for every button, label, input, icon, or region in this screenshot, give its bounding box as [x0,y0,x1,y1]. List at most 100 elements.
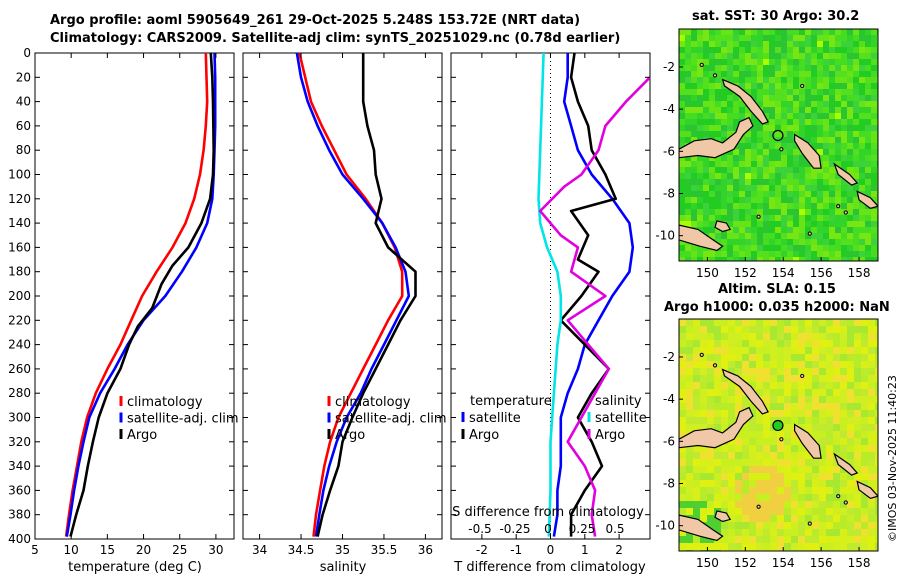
map-cell [798,529,806,537]
map-cell [798,340,806,348]
map-cell [805,215,812,222]
map-cell [793,221,800,228]
map-cell [686,354,694,362]
map-cell [865,221,872,228]
map-cell [835,29,842,36]
map-cell [728,515,736,523]
map-cell [805,522,813,530]
map-cell [775,113,782,120]
map-cell [700,347,708,355]
map-cell [721,319,729,327]
map-cell [727,185,734,192]
map-cell [721,209,728,216]
map-cell [745,257,752,261]
map-cell [763,417,771,425]
map-cell [703,83,710,90]
map-cell [847,245,854,252]
map-cell [781,155,788,162]
map-cell [749,487,757,495]
map-cell [775,41,782,48]
map-cell [709,83,716,90]
map-cell [799,203,806,210]
map-cell [781,251,788,258]
map-cell [703,197,710,204]
map-cell [819,536,827,544]
map-y-tick-label: -10 [655,519,675,533]
map-cell [709,185,716,192]
map-cell [703,215,710,222]
map-cell [793,185,800,192]
map-cell [829,161,836,168]
map-cell [721,59,728,66]
map-cell [691,215,698,222]
map-cell [777,368,785,376]
map-cell [847,361,855,369]
map-cell [847,480,855,488]
map-cell [847,515,855,523]
map-cell [757,89,764,96]
map-cell [707,326,715,334]
map-cell [833,340,841,348]
map-cell [823,89,830,96]
map-cell [841,65,848,72]
island [800,373,805,379]
map-cell [784,445,792,453]
map-cell [859,83,866,90]
map-cell [728,445,736,453]
map-cell [847,522,855,530]
map-cell [781,71,788,78]
map-cell [679,155,686,162]
map-cell [697,95,704,102]
map-cell [709,191,716,198]
map-cell [847,107,854,114]
map-cell [691,191,698,198]
map-cell [865,35,872,42]
map-cell [721,347,729,355]
map-cell [791,536,799,544]
map-cell [775,53,782,60]
map-cell [733,203,740,210]
legend-label: Argo [595,428,625,443]
map-cell [691,167,698,174]
map-cell [739,179,746,186]
map-cell [763,536,771,544]
map-cell [841,179,848,186]
map-cell [781,173,788,180]
map-cell [763,382,771,390]
series-line-t-satellite [552,53,635,537]
map-cell [763,522,771,530]
map-cell [805,396,813,404]
map-cell [769,239,776,246]
map-cell [745,29,752,36]
series-line-s-argo [538,76,651,537]
map-cell [756,515,764,523]
map-cell [757,245,764,252]
map-cell [707,501,715,509]
map-cell [865,143,872,150]
map-cell [853,83,860,90]
map-cell [791,375,799,383]
map-cell [840,543,848,551]
map-cell [817,197,824,204]
map-cell [829,197,836,204]
map-cell [721,333,729,341]
map-cell [875,515,878,523]
map-cell [733,239,740,246]
map-cell [751,95,758,102]
map-cell [763,347,771,355]
map-cell [763,65,770,72]
map-cell [751,179,758,186]
map-cell [793,29,800,36]
map-cell [841,83,848,90]
map-cell [819,354,827,362]
map-cell [749,333,757,341]
map-cell [739,191,746,198]
map-cell [823,179,830,186]
map-cell [847,396,855,404]
map-cell [793,89,800,96]
map-cell [691,71,698,78]
map-cell [686,333,694,341]
map-cell [735,431,743,439]
map-cell [823,113,830,120]
map-cell [691,119,698,126]
